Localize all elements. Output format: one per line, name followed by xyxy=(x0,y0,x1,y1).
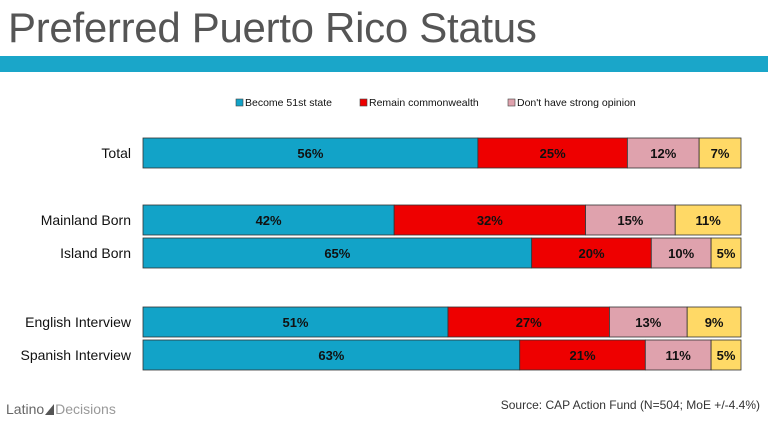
bar-mainland-born-don-t-have-strong-opinion xyxy=(585,204,676,236)
data-label-mainland-born-remain-commonwealth: 32% xyxy=(477,213,503,228)
data-label-english-interview-don-t-have-strong-opinion: 13% xyxy=(635,315,661,330)
category-label-island-born: Island Born xyxy=(60,245,131,261)
chart-canvas: Become 51st state Remain commonwealth Don'… xyxy=(20,97,742,371)
bar-spanish-interview-become-51st-state xyxy=(142,339,521,371)
bar-island-born-segment-4 xyxy=(710,237,742,269)
stacked-bar-chart: Become 51st state Remain commonwealth Don'… xyxy=(0,85,768,385)
data-label-spanish-interview-segment-4: 5% xyxy=(717,348,736,363)
logo-triangle-icon xyxy=(45,404,55,415)
data-label-island-born-segment-4: 5% xyxy=(717,246,736,261)
logo-text-second: Decisions xyxy=(55,401,116,417)
legend-label-become-51st-state: Become 51st state xyxy=(245,97,332,109)
title-divider xyxy=(0,56,768,72)
data-label-spanish-interview-become-51st-state: 63% xyxy=(318,348,344,363)
data-label-island-born-become-51st-state: 65% xyxy=(324,246,350,261)
logo-text-first: Latino xyxy=(6,401,45,417)
legend-swatch-remain-commonwealth xyxy=(359,98,368,107)
bar-english-interview-segment-4 xyxy=(686,306,742,338)
data-label-island-born-don-t-have-strong-opinion: 10% xyxy=(668,246,694,261)
bar-spanish-interview-remain-commonwealth xyxy=(519,339,646,371)
bar-total-segment-4 xyxy=(698,137,742,169)
bar-spanish-interview-segment-4 xyxy=(710,339,742,371)
legend-label-remain-commonwealth: Remain commonwealth xyxy=(369,97,479,109)
data-label-island-born-remain-commonwealth: 20% xyxy=(578,246,604,261)
legend-label-don-t-have-strong-opinion: Don't have strong opinion xyxy=(517,97,636,109)
legend-swatch-become-51st-state xyxy=(235,98,244,107)
bar-english-interview-remain-commonwealth xyxy=(447,306,610,338)
data-label-mainland-born-segment-4: 11% xyxy=(695,213,721,228)
bar-island-born-remain-commonwealth xyxy=(531,237,652,269)
category-label-english-interview: English Interview xyxy=(25,314,132,330)
data-label-mainland-born-don-t-have-strong-opinion: 15% xyxy=(617,213,643,228)
bar-total-don-t-have-strong-opinion xyxy=(626,137,700,169)
category-label-mainland-born: Mainland Born xyxy=(41,212,131,228)
data-label-total-become-51st-state: 56% xyxy=(297,146,323,161)
bar-mainland-born-remain-commonwealth xyxy=(393,204,586,236)
category-label-total: Total xyxy=(101,145,131,161)
category-label-spanish-interview: Spanish Interview xyxy=(20,347,131,363)
data-label-spanish-interview-remain-commonwealth: 21% xyxy=(570,348,596,363)
bar-total-remain-commonwealth xyxy=(477,137,628,169)
data-label-total-remain-commonwealth: 25% xyxy=(540,146,566,161)
source-note: Source: CAP Action Fund (N=504; MoE +/-4… xyxy=(500,398,760,412)
data-label-english-interview-become-51st-state: 51% xyxy=(282,315,308,330)
bar-mainland-born-become-51st-state xyxy=(142,204,395,236)
data-label-spanish-interview-don-t-have-strong-opinion: 11% xyxy=(666,348,692,363)
bar-total-become-51st-state xyxy=(142,137,479,169)
bar-english-interview-become-51st-state xyxy=(142,306,449,338)
data-label-english-interview-remain-commonwealth: 27% xyxy=(516,315,542,330)
bar-mainland-born-segment-4 xyxy=(674,204,742,236)
latino-decisions-logo: Latino Decisions xyxy=(6,401,116,417)
page-title: Preferred Puerto Rico Status xyxy=(8,4,537,51)
bar-spanish-interview-don-t-have-strong-opinion xyxy=(644,339,712,371)
data-label-total-don-t-have-strong-opinion: 12% xyxy=(650,146,676,161)
data-label-mainland-born-become-51st-state: 42% xyxy=(256,213,282,228)
legend-swatch-don-t-have-strong-opinion xyxy=(507,98,516,107)
data-label-total-segment-4: 7% xyxy=(711,146,730,161)
data-label-english-interview-segment-4: 9% xyxy=(705,315,724,330)
bar-island-born-become-51st-state xyxy=(142,237,533,269)
